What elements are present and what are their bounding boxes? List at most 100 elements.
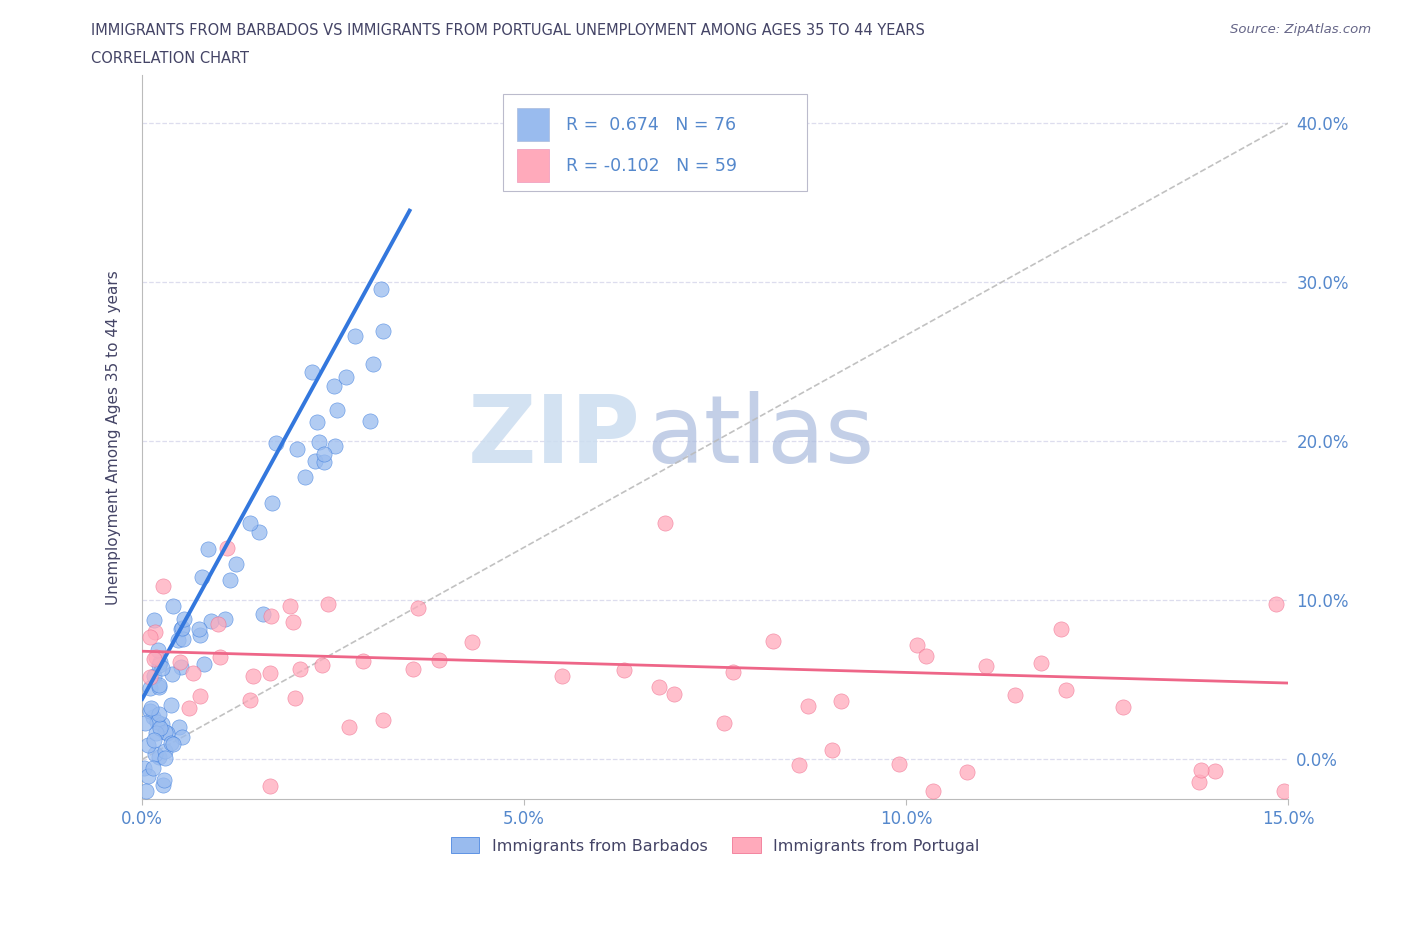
Point xyxy=(247,525,270,539)
Point xyxy=(139,681,162,696)
Point xyxy=(821,743,844,758)
Point xyxy=(402,662,425,677)
Point xyxy=(613,662,636,677)
Point xyxy=(363,357,385,372)
Point xyxy=(974,658,997,673)
Point xyxy=(148,678,170,693)
Point xyxy=(145,725,167,740)
Point xyxy=(427,653,450,668)
Point xyxy=(170,659,193,674)
Text: R =  0.674   N = 76: R = 0.674 N = 76 xyxy=(567,115,737,134)
Point xyxy=(662,687,685,702)
Point xyxy=(177,700,200,715)
Point xyxy=(305,414,328,429)
Point xyxy=(318,597,340,612)
Point xyxy=(887,756,910,771)
Point xyxy=(166,632,188,647)
Point xyxy=(283,615,305,630)
Point xyxy=(132,760,155,775)
Point xyxy=(188,622,211,637)
Point xyxy=(139,670,162,684)
Point xyxy=(1189,763,1212,777)
Point xyxy=(148,680,170,695)
Point xyxy=(162,737,184,751)
Point xyxy=(219,573,242,588)
Text: R = -0.102   N = 59: R = -0.102 N = 59 xyxy=(567,157,737,175)
Point xyxy=(352,654,374,669)
Point xyxy=(215,540,238,555)
Point xyxy=(797,698,820,713)
Point xyxy=(149,721,172,736)
Point xyxy=(148,658,170,672)
Point xyxy=(264,435,287,450)
Point xyxy=(287,442,309,457)
Point xyxy=(149,655,172,670)
Point xyxy=(713,715,735,730)
Point xyxy=(337,720,360,735)
Point xyxy=(181,666,204,681)
Point xyxy=(143,652,166,667)
Point xyxy=(408,601,430,616)
Point xyxy=(914,648,936,663)
FancyBboxPatch shape xyxy=(517,108,548,140)
Point xyxy=(214,612,236,627)
Point xyxy=(152,773,174,788)
Point xyxy=(314,446,336,461)
Point xyxy=(172,631,194,646)
Point xyxy=(252,606,274,621)
Point xyxy=(312,455,335,470)
Point xyxy=(460,634,482,649)
Point xyxy=(150,717,173,732)
Point xyxy=(188,627,211,642)
Point xyxy=(200,614,222,629)
Point xyxy=(721,664,744,679)
Point xyxy=(370,281,392,296)
Point xyxy=(145,649,167,664)
Point xyxy=(135,784,157,799)
Point xyxy=(142,761,165,776)
Point xyxy=(294,470,316,485)
Y-axis label: Unemployment Among Ages 35 to 44 years: Unemployment Among Ages 35 to 44 years xyxy=(107,270,121,604)
Point xyxy=(239,692,262,707)
Point xyxy=(141,710,163,724)
Text: IMMIGRANTS FROM BARBADOS VS IMMIGRANTS FROM PORTUGAL UNEMPLOYMENT AMONG AGES 35 : IMMIGRANTS FROM BARBADOS VS IMMIGRANTS F… xyxy=(91,23,925,38)
Point xyxy=(153,751,176,765)
Legend: Immigrants from Barbados, Immigrants from Portugal: Immigrants from Barbados, Immigrants fro… xyxy=(444,830,986,860)
FancyBboxPatch shape xyxy=(517,150,548,182)
Point xyxy=(167,719,190,734)
Point xyxy=(191,569,214,584)
Text: CORRELATION CHART: CORRELATION CHART xyxy=(91,51,249,66)
Point xyxy=(162,599,184,614)
Point xyxy=(1188,774,1211,789)
Point xyxy=(359,414,381,429)
Point xyxy=(922,784,945,799)
Point xyxy=(260,608,283,623)
Point xyxy=(648,680,671,695)
Point xyxy=(284,691,307,706)
Point xyxy=(160,736,183,751)
Point xyxy=(259,666,281,681)
Point xyxy=(142,733,165,748)
Point xyxy=(325,403,347,418)
Point xyxy=(146,643,169,658)
Text: ZIP: ZIP xyxy=(468,392,641,484)
Point xyxy=(1265,596,1288,611)
Point xyxy=(139,700,162,715)
Point xyxy=(322,379,344,393)
Point xyxy=(1112,700,1135,715)
Point xyxy=(301,365,323,379)
Point xyxy=(143,668,166,683)
Point xyxy=(197,541,219,556)
Point xyxy=(278,599,301,614)
Point xyxy=(169,655,191,670)
Point xyxy=(143,625,166,640)
Text: atlas: atlas xyxy=(647,392,875,484)
Point xyxy=(170,620,193,635)
Point xyxy=(155,743,177,758)
Point xyxy=(311,658,333,672)
Point xyxy=(905,637,928,652)
Point xyxy=(143,747,166,762)
Point xyxy=(654,516,676,531)
Point xyxy=(172,729,194,744)
Point xyxy=(155,724,177,739)
